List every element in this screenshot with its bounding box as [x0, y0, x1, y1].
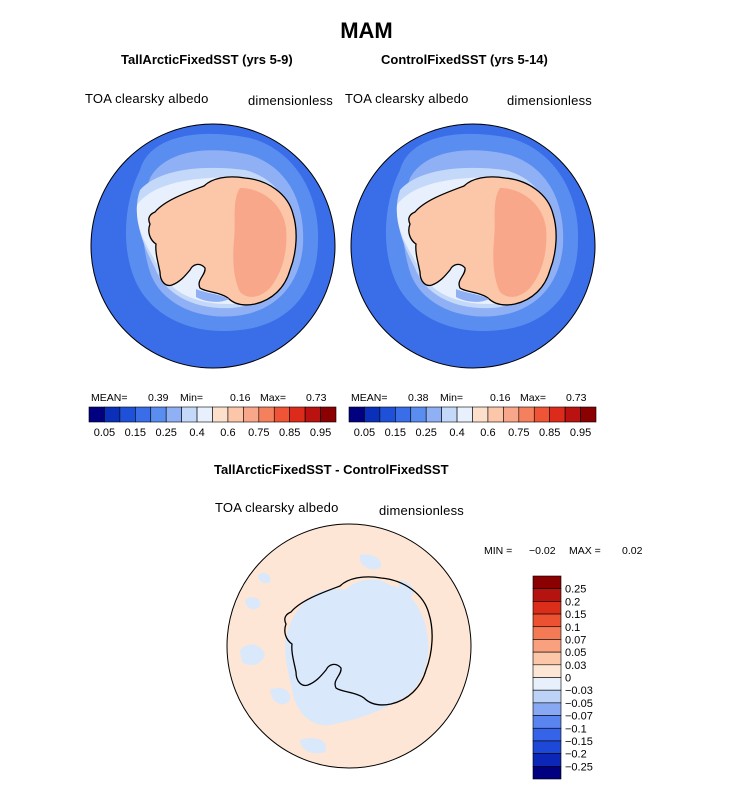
colorbar-swatch	[532, 613, 562, 628]
panel-1-rim	[90, 123, 336, 369]
colorbar-tick-label: 0.85	[279, 427, 300, 439]
colorbar-swatch	[532, 626, 562, 640]
colorbar-swatch	[532, 702, 562, 716]
colorbar-tick-label: −0.1	[565, 723, 587, 735]
panel-2-rim	[350, 123, 596, 369]
colorbar-swatch	[580, 406, 597, 423]
colorbar-tick-label: 0.07	[565, 634, 586, 646]
colorbar-tick-label: −0.03	[565, 685, 593, 697]
colorbar-swatch	[532, 588, 562, 602]
colorbar-tick-label: 0.1	[565, 622, 580, 634]
panel-3-title: TallArcticFixedSST - ControlFixedSST	[214, 462, 449, 477]
panel-1-interior	[233, 188, 287, 297]
colorbar-tick-label: 0.95	[310, 427, 331, 439]
panel-3-max-value: 0.02	[622, 545, 643, 557]
colorbar-tick-label: 0	[565, 673, 571, 685]
colorbar-tick-label: −0.07	[565, 711, 593, 723]
panel-1-min-label: Min=	[180, 392, 204, 404]
colorbar-tick-label: 0.95	[570, 427, 591, 439]
panel-3-max-label: MAX =	[569, 545, 601, 557]
page-title: MAM	[340, 18, 393, 43]
colorbar-tick-label: 0.05	[94, 427, 115, 439]
colorbar-tick-label: 0.25	[415, 427, 436, 439]
colorbar-swatch	[532, 753, 562, 767]
colorbar-swatch	[532, 601, 562, 615]
colorbar-tick-label: 0.15	[125, 427, 146, 439]
panel-1-title: TallArcticFixedSST (yrs 5-9)	[121, 52, 293, 67]
colorbar-tick-label: 0.75	[508, 427, 529, 439]
colorbar-tick-label: 0.15	[385, 427, 406, 439]
panel-2-min-value: 0.16	[490, 392, 511, 404]
panel-1-units: dimensionless	[248, 93, 333, 108]
colorbar-tick-label: 0.4	[449, 427, 464, 439]
colorbar-swatch	[532, 715, 562, 729]
panel-2-mean-label: MEAN=	[351, 392, 388, 404]
panel-1-mean-value: 0.39	[148, 392, 169, 404]
colorbar-tick-label: −0.25	[565, 761, 593, 773]
colorbar-swatch	[320, 406, 337, 423]
colorbar-swatch	[532, 727, 562, 742]
colorbar-swatch	[532, 677, 562, 691]
panel-1-mean-label: MEAN=	[91, 392, 128, 404]
colorbar-tick-label: −0.2	[565, 749, 587, 761]
panel-3-field	[227, 524, 471, 768]
colorbar-tick-label: 0.15	[565, 609, 586, 621]
panel-3-units: dimensionless	[379, 503, 464, 518]
panel-2-title: ControlFixedSST (yrs 5-14)	[381, 52, 548, 67]
colorbar-swatch	[532, 575, 562, 589]
panel-2-max-value: 0.73	[566, 392, 587, 404]
panel-2-mean-value: 0.38	[408, 392, 429, 404]
colorbar-tick-label: 0.6	[220, 427, 235, 439]
panel-2-ross-ice	[456, 289, 489, 302]
colorbar-tick-label: 0.6	[480, 427, 495, 439]
colorbar-swatch	[532, 651, 562, 666]
panel-1-max-value: 0.73	[306, 392, 327, 404]
colorbar-swatch	[532, 740, 562, 754]
panel-3-variable: TOA clearsky albedo	[215, 500, 339, 515]
colorbar-tick-label: −0.15	[565, 736, 593, 748]
colorbar-tick-label: 0.75	[248, 427, 269, 439]
colorbar-tick-label: 0.4	[189, 427, 204, 439]
panel-2-min-label: Min=	[440, 392, 464, 404]
colorbar-tick-label: −0.05	[565, 698, 593, 710]
panel-2-variable: TOA clearsky albedo	[345, 91, 469, 106]
colorbar-tick-label: 0.05	[354, 427, 375, 439]
panel-2-units: dimensionless	[507, 93, 592, 108]
colorbar-swatch	[532, 639, 562, 653]
panel-3-rim	[226, 523, 472, 769]
colorbar-swatch	[532, 766, 562, 780]
panel-3-min-value: −0.02	[529, 545, 556, 557]
colorbar-swatch	[532, 664, 562, 678]
panel-1-ross-ice	[196, 289, 229, 302]
panel-3-min-label: MIN =	[484, 545, 513, 557]
panel-1-variable: TOA clearsky albedo	[85, 91, 209, 106]
panel-1-min-value: 0.16	[230, 392, 251, 404]
panel-2-interior	[493, 188, 547, 297]
colorbar-tick-label: 0.25	[565, 584, 586, 596]
colorbar-swatch	[532, 689, 562, 704]
colorbar-tick-label: 0.05	[565, 647, 586, 659]
panel-1-max-label: Max=	[260, 392, 286, 404]
colorbar-tick-label: 0.03	[565, 660, 586, 672]
colorbar-tick-label: 0.25	[155, 427, 176, 439]
panel-2-max-label: Max=	[520, 392, 546, 404]
colorbar-tick-label: 0.2	[565, 596, 580, 608]
panel-3-antarctica	[284, 576, 433, 706]
colorbar-tick-label: 0.85	[539, 427, 560, 439]
